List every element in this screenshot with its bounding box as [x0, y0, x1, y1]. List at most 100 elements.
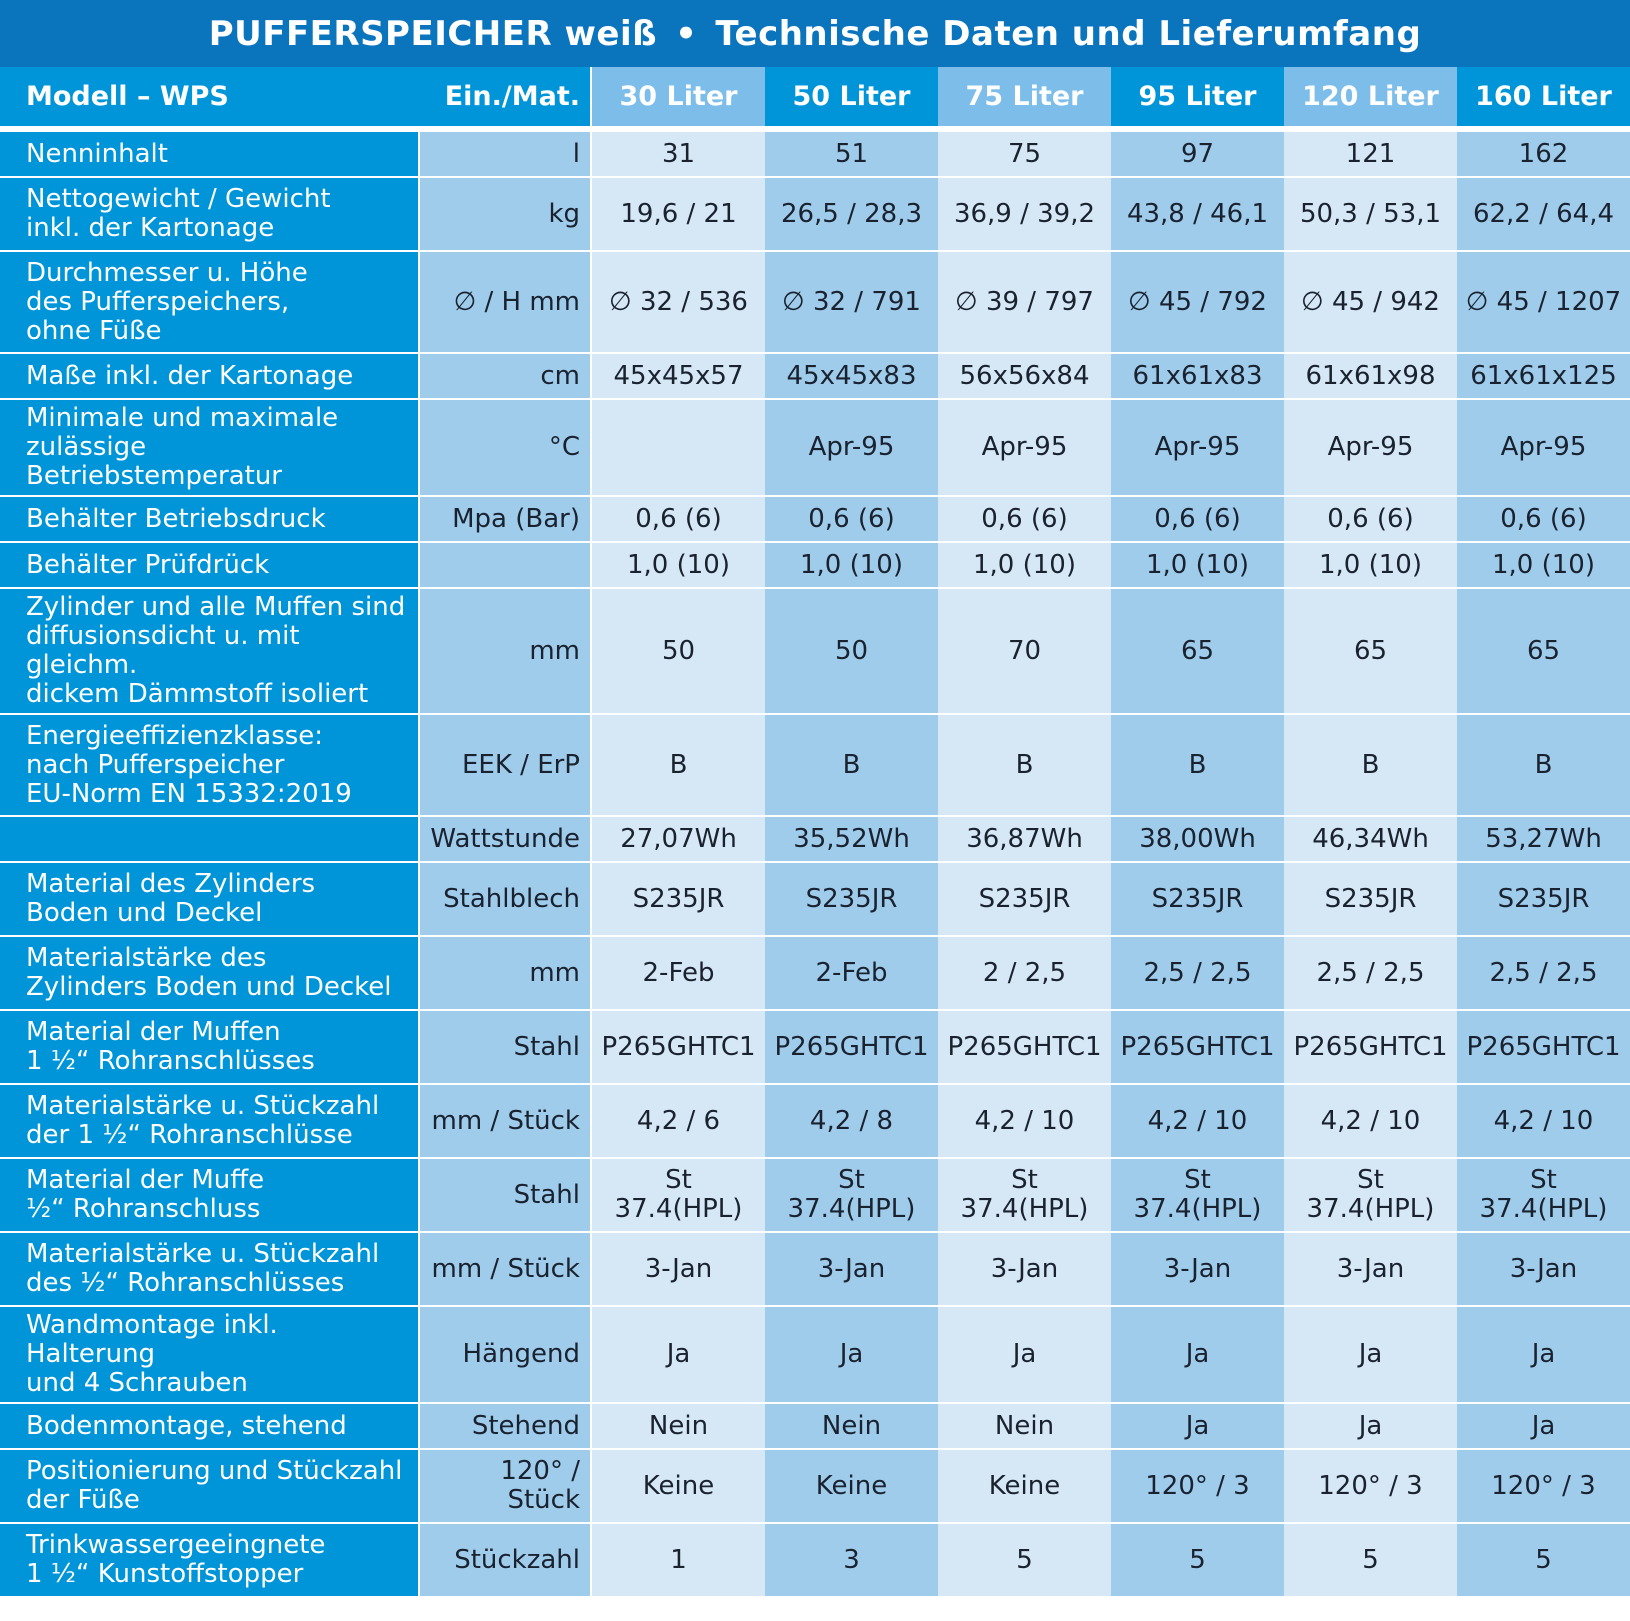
cell-value: 1,0 (10)	[592, 543, 765, 589]
cell-value: 4,2 / 8	[765, 1085, 938, 1159]
cell-value: B	[1457, 715, 1630, 817]
cell-value: 0,6 (6)	[1284, 497, 1457, 543]
cell-value: Apr-95	[765, 400, 938, 497]
cell-value: 65	[1457, 589, 1630, 715]
row-unit: mm / Stück	[420, 1085, 592, 1159]
row-unit: mm	[420, 589, 592, 715]
cell-value: 50	[592, 589, 765, 715]
cell-value: 0,6 (6)	[1111, 497, 1284, 543]
row-unit: l	[420, 132, 592, 178]
table-row: Nenninhalt l 31 51 75 97 121 162	[0, 132, 1630, 178]
cell-value: 53,27Wh	[1457, 817, 1630, 863]
table-row: Material des Zylinders Boden und Deckel S…	[0, 863, 1630, 937]
cell-value: Nein	[765, 1404, 938, 1450]
cell-value: 3-Jan	[765, 1233, 938, 1307]
table-row: Bodenmontage, stehend Stehend Nein Nein Nein…	[0, 1404, 1630, 1450]
cell-value: Apr-95	[1284, 400, 1457, 497]
cell-value: 36,9 / 39,2	[938, 178, 1111, 252]
cell-value: B	[1284, 715, 1457, 817]
row-unit: Stehend	[420, 1404, 592, 1450]
cell-value: 65	[1284, 589, 1457, 715]
row-unit: Stahl	[420, 1011, 592, 1085]
table-row: Energieeffizienzklasse: nach Pufferspeic…	[0, 715, 1630, 817]
cell-value: ∅ 32 / 536	[592, 252, 765, 354]
cell-value: P265GHTC1	[1284, 1011, 1457, 1085]
row-label: Minimale und maximale zulässige Betriebs…	[0, 400, 420, 497]
row-label: Material der Muffe ½“ Rohranschluss	[0, 1159, 420, 1233]
cell-value: 2,5 / 2,5	[1111, 937, 1284, 1011]
cell-value: 26,5 / 28,3	[765, 178, 938, 252]
cell-value: 45x45x57	[592, 354, 765, 400]
cell-value: 1,0 (10)	[1284, 543, 1457, 589]
cell-value: Ja	[1111, 1307, 1284, 1404]
cell-value: St 37.4(HPL)	[592, 1159, 765, 1233]
header-col-120: 120 Liter	[1284, 67, 1457, 132]
cell-value: 61x61x98	[1284, 354, 1457, 400]
cell-value: Nein	[938, 1404, 1111, 1450]
cell-value: S235JR	[765, 863, 938, 937]
row-label: Nettogewicht / Gewicht inkl. der Kartona…	[0, 178, 420, 252]
cell-value: 0,6 (6)	[1457, 497, 1630, 543]
cell-value: 1,0 (10)	[765, 543, 938, 589]
row-unit: Hängend	[420, 1307, 592, 1404]
cell-value: 2-Feb	[765, 937, 938, 1011]
cell-value: B	[592, 715, 765, 817]
cell-value: St 37.4(HPL)	[938, 1159, 1111, 1233]
cell-value: 3-Jan	[592, 1233, 765, 1307]
cell-value: 120° / 3	[1111, 1450, 1284, 1524]
row-label	[0, 817, 420, 863]
cell-value: 1,0 (10)	[1111, 543, 1284, 589]
table-row: Wandmontage inkl. Halterung und 4 Schrau…	[0, 1307, 1630, 1404]
row-label: Material des Zylinders Boden und Deckel	[0, 863, 420, 937]
table-row: Nettogewicht / Gewicht inkl. der Kartona…	[0, 178, 1630, 252]
row-unit: Mpa (Bar)	[420, 497, 592, 543]
cell-value: Keine	[765, 1450, 938, 1524]
cell-value: St 37.4(HPL)	[1457, 1159, 1630, 1233]
cell-value: Ja	[1111, 1404, 1284, 1450]
cell-value: 97	[1111, 132, 1284, 178]
cell-value: 0,6 (6)	[938, 497, 1111, 543]
cell-value: 120° / 3	[1457, 1450, 1630, 1524]
cell-value: 50	[765, 589, 938, 715]
cell-value: 62,2 / 64,4	[1457, 178, 1630, 252]
header-col-50: 50 Liter	[765, 67, 938, 132]
table-row: Behälter Betriebsdruck Mpa (Bar) 0,6 (6) 0,…	[0, 497, 1630, 543]
header-row: Modell – WPS Ein./Mat. 30 Liter 50 Liter…	[0, 67, 1630, 132]
table-row: Material der Muffen 1 ½“ Rohranschlüsses…	[0, 1011, 1630, 1085]
cell-value: Apr-95	[1111, 400, 1284, 497]
cell-value: 75	[938, 132, 1111, 178]
row-label: Behälter Betriebsdruck	[0, 497, 420, 543]
table-row: Maße inkl. der Kartonage cm 45x45x57 45x45x…	[0, 354, 1630, 400]
cell-value: Ja	[1457, 1307, 1630, 1404]
table-row: Materialstärke u. Stückzahl der 1 ½“ Roh…	[0, 1085, 1630, 1159]
row-label: Nenninhalt	[0, 132, 420, 178]
cell-value: ∅ 45 / 1207	[1457, 252, 1630, 354]
cell-value: Ja	[1284, 1404, 1457, 1450]
cell-value: ∅ 32 / 791	[765, 252, 938, 354]
row-unit: EEK / ErP	[420, 715, 592, 817]
cell-value: Ja	[1284, 1307, 1457, 1404]
cell-value: 1,0 (10)	[938, 543, 1111, 589]
cell-value: P265GHTC1	[1111, 1011, 1284, 1085]
cell-value: 2-Feb	[592, 937, 765, 1011]
cell-value: ∅ 45 / 792	[1111, 252, 1284, 354]
row-unit: °C	[420, 400, 592, 497]
cell-value: 162	[1457, 132, 1630, 178]
cell-value: Ja	[1457, 1404, 1630, 1450]
row-label: Durchmesser u. Höhe des Pufferspeichers,…	[0, 252, 420, 354]
header-model: Modell – WPS	[0, 67, 420, 132]
cell-value: St 37.4(HPL)	[1284, 1159, 1457, 1233]
cell-value: 56x56x84	[938, 354, 1111, 400]
row-label: Maße inkl. der Kartonage	[0, 354, 420, 400]
cell-value: 120° / 3	[1284, 1450, 1457, 1524]
table-row: Behälter Prüfdrück 1,0 (10) 1,0 (10) 1,0 (1…	[0, 543, 1630, 589]
row-unit	[420, 543, 592, 589]
header-unit: Ein./Mat.	[420, 67, 592, 132]
cell-value: 19,6 / 21	[592, 178, 765, 252]
cell-value: 65	[1111, 589, 1284, 715]
cell-value: 3-Jan	[1111, 1233, 1284, 1307]
cell-value: 5	[938, 1524, 1111, 1598]
cell-value: S235JR	[1457, 863, 1630, 937]
header-col-160: 160 Liter	[1457, 67, 1630, 132]
cell-value: 3-Jan	[938, 1233, 1111, 1307]
